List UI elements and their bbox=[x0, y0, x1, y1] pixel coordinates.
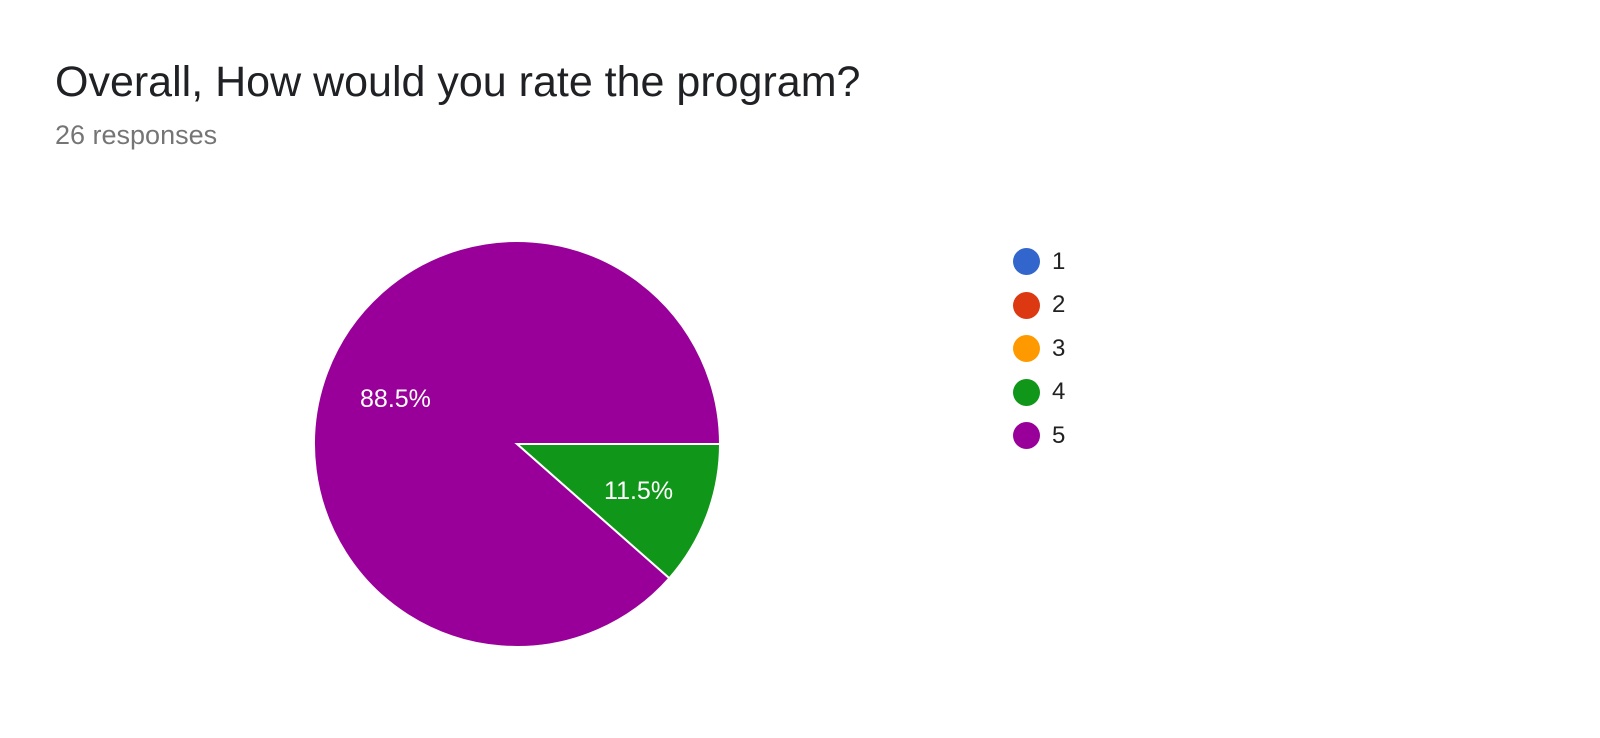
pie-label-5: 88.5% bbox=[360, 385, 431, 413]
legend-label-2: 2 bbox=[1052, 291, 1066, 319]
legend-item-5[interactable]: 5 bbox=[1013, 414, 1065, 458]
pie-slice-4[interactable] bbox=[514, 443, 722, 580]
legend-label-3: 3 bbox=[1052, 334, 1066, 362]
legend: 1 2 3 4 5 bbox=[1013, 240, 1065, 458]
legend-swatch-1 bbox=[1013, 248, 1040, 276]
legend-swatch-5 bbox=[1013, 422, 1040, 450]
legend-swatch-3 bbox=[1013, 335, 1040, 363]
chart-title: Overall, How would you rate the program? bbox=[55, 58, 861, 106]
response-count: 26 responses bbox=[55, 120, 218, 150]
legend-swatch-2 bbox=[1013, 291, 1040, 319]
legend-item-4[interactable]: 4 bbox=[1013, 371, 1065, 415]
pie-chart: 11.5% 88.5% bbox=[313, 240, 722, 648]
pie-slice-5[interactable] bbox=[313, 240, 722, 648]
legend-label-1: 1 bbox=[1052, 247, 1066, 275]
legend-item-2[interactable]: 2 bbox=[1013, 284, 1065, 328]
legend-item-1[interactable]: 1 bbox=[1013, 240, 1065, 284]
legend-swatch-4 bbox=[1013, 378, 1040, 406]
pie-label-4: 11.5% bbox=[604, 477, 673, 505]
legend-item-3[interactable]: 3 bbox=[1013, 327, 1065, 371]
legend-label-4: 4 bbox=[1052, 378, 1066, 406]
legend-label-5: 5 bbox=[1052, 421, 1066, 449]
